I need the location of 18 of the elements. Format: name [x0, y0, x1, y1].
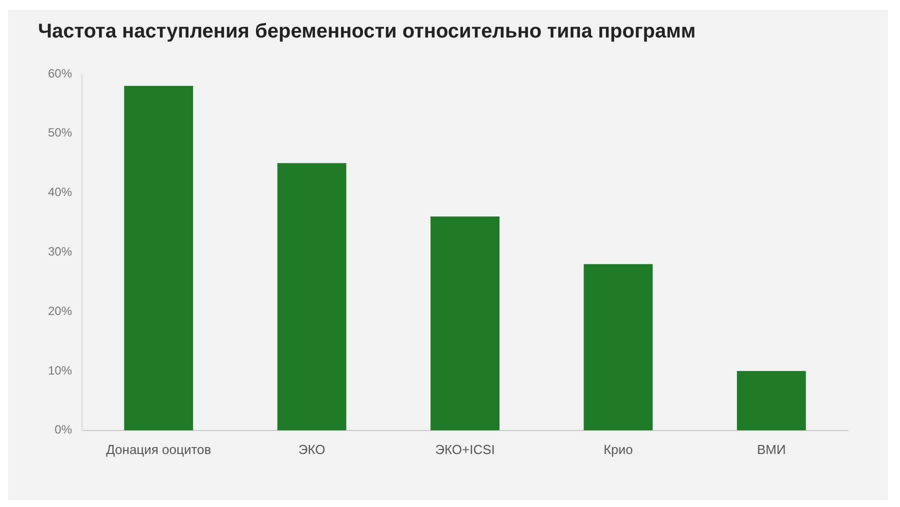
y-tick-label: 40% — [48, 185, 72, 200]
y-tick-label: 30% — [48, 244, 72, 259]
bar — [430, 216, 500, 430]
bar — [124, 86, 194, 430]
x-tick-label: Донация ооцитов — [106, 442, 212, 457]
x-tick-label: ВМИ — [756, 442, 786, 457]
y-tick-label: 20% — [48, 304, 72, 318]
x-tick-label: ЭКО — [298, 442, 326, 457]
y-tick-label: 10% — [48, 363, 72, 378]
bar — [277, 163, 346, 430]
bar — [584, 264, 653, 430]
y-tick-label: 50% — [48, 126, 72, 140]
x-tick-label: Крио — [604, 442, 633, 457]
y-tick-label: 60% — [48, 66, 72, 80]
chart-title: Частота наступления беременности относительно типа программ — [38, 20, 696, 43]
bar — [736, 371, 806, 430]
x-tick-label: ЭКО+ICSI — [435, 442, 495, 457]
y-tick-label: 0% — [54, 422, 72, 437]
